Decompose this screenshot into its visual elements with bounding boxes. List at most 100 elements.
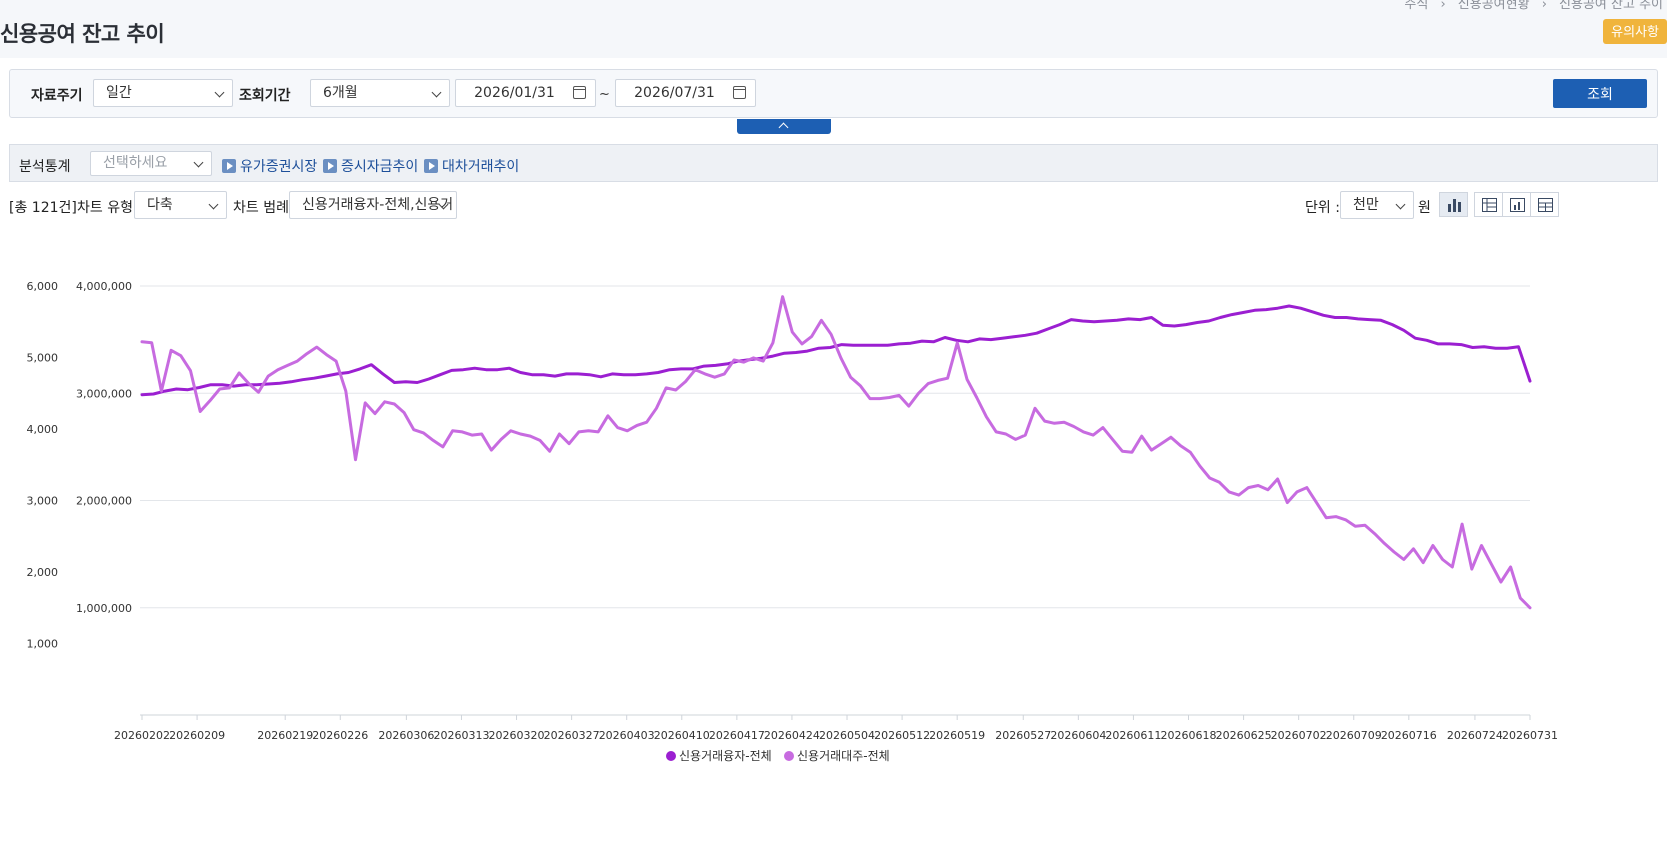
y-left-tick-label: 2,000 [27,566,59,579]
credit-balance-chart: 1,000,000 2,000,000 3,000,000 4,000,000 1,00… [27,280,1559,763]
x-tick-label: 20260410 [654,729,710,742]
collapse-panel-toggle[interactable] [737,119,831,134]
x-tick-label: 20260611 [1105,729,1161,742]
y-right-tick-label: 4,000,000 [76,280,132,293]
legend-marker-2 [784,751,794,761]
y-right-tick-label: 3,000,000 [76,387,132,400]
x-tick-label: 20260512 [874,729,930,742]
search-button[interactable]: 조회 [1553,79,1647,108]
analysis-placeholder: 선택하세요 [103,155,168,171]
legend-label-2: 신용거래대주-전체 [797,749,890,763]
table-view-button[interactable] [1530,192,1559,217]
analysis-bar: 분석통계 선택하세요 유가증권시장 증시자금추이 대차거래추이 [9,144,1658,182]
end-date-input[interactable]: 2026/07/31 [615,79,756,107]
start-date-input[interactable]: 2026/01/31 [455,79,596,107]
chart-legend-value: 신용거래융자-전체,신용거 [302,197,454,213]
page-header: 주식 › 신용공여현황 › 신용공여 잔고 추이 신용공여 잔고 추이 유의사항 [0,0,1667,58]
link-lending-trend[interactable]: 대차거래추이 [424,156,519,176]
notice-button[interactable]: 유의사항 [1603,19,1667,44]
table-chart-icon [1482,198,1497,212]
x-tick-label: 20260417 [709,729,765,742]
chart-legend-label: 차트 범례 [233,200,289,216]
breadcrumb-section[interactable]: 신용공여현황 [1457,0,1530,12]
y-left-tick-label: 3,000 [27,495,59,508]
x-tick-label: 20260403 [599,729,655,742]
x-tick-label: 20260424 [764,729,820,742]
unit-select[interactable]: 천만 [1340,191,1414,219]
total-count: [총 121건] [9,200,77,216]
unit-suffix: 원 [1418,200,1431,216]
date-separator: ~ [599,87,610,102]
end-date-value: 2026/07/31 [634,85,715,101]
legend-marker-1 [666,751,676,761]
range-value: 6개월 [323,85,358,101]
chevron-up-icon [778,122,789,133]
x-tick-label: 20260731 [1502,729,1558,742]
x-tick-label: 20260327 [544,729,600,742]
x-tick-label: 20260519 [929,729,985,742]
unit-value: 천만 [1353,197,1379,213]
page-title: 신용공여 잔고 추이 [0,22,165,46]
play-icon [323,159,337,173]
y-left-tick-label: 6,000 [27,280,59,293]
y-right-tick-label: 1,000,000 [76,602,132,615]
x-tick-label: 20260504 [819,729,875,742]
chart-type-select[interactable]: 다축 [134,191,227,219]
chart-legend-select[interactable]: 신용거래융자-전체,신용거 [289,191,457,219]
y-left-tick-label: 1,000 [27,638,59,651]
x-tick-label: 20260625 [1216,729,1272,742]
search-panel: 자료주기 일간 조회기간 6개월 2026/01/31 ~ 2026/07/31… [9,69,1658,118]
chevron-down-icon [193,157,204,168]
y-right-tick-label: 2,000,000 [76,495,132,508]
chevron-down-icon [214,87,225,98]
calendar-icon[interactable] [733,86,746,99]
x-tick-label: 20260724 [1447,729,1503,742]
chevron-down-icon [431,87,442,98]
period-type-select[interactable]: 일간 [93,79,233,107]
chart-view-button[interactable] [1439,192,1468,217]
breadcrumb: 주식 › 신용공여현황 › 신용공여 잔고 추이 [1396,0,1663,12]
range-select[interactable]: 6개월 [310,79,450,107]
x-tick-label: 20260209 [169,729,225,742]
chart-type-value: 다축 [147,197,173,213]
x-tick-label: 20260716 [1381,729,1437,742]
link-market-funds[interactable]: 증시자금추이 [323,156,418,176]
series-line-2 [140,295,1532,610]
analysis-label: 분석통계 [19,159,71,175]
chart-only-view-button[interactable] [1502,192,1531,217]
x-tick-label: 20260306 [378,729,434,742]
table-chart-view-button[interactable] [1474,192,1503,217]
x-tick-label: 20260702 [1271,729,1327,742]
x-tick-label: 20260202 [114,729,170,742]
chart-type-label: 차트 유형 [77,200,133,216]
period-type-label: 자료주기 [31,88,83,104]
y-left-tick-label: 5,000 [27,352,59,365]
range-label: 조회기간 [239,88,291,104]
x-tick-label: 20260313 [433,729,489,742]
play-icon [222,159,236,173]
calendar-icon[interactable] [573,86,586,99]
x-tick-label: 20260226 [312,729,368,742]
series-line-1 [140,304,1532,397]
unit-label: 단위 : [1305,200,1340,216]
period-type-value: 일간 [106,85,132,101]
start-date-value: 2026/01/31 [474,85,555,101]
bar-chart-icon [1448,199,1461,212]
x-tick-label: 20260527 [995,729,1051,742]
link-securities-market[interactable]: 유가증권시장 [222,156,317,176]
chevron-down-icon [1395,199,1406,210]
chevron-down-icon [208,199,219,210]
analysis-select[interactable]: 선택하세요 [90,151,212,176]
chart-box-icon [1510,198,1525,212]
legend-label-1: 신용거래융자-전체 [679,749,772,763]
breadcrumb-current: 신용공여 잔고 추이 [1559,0,1663,12]
x-tick-label: 20260219 [257,729,313,742]
x-tick-label: 20260709 [1326,729,1382,742]
play-icon [424,159,438,173]
table-icon [1538,198,1553,212]
y-left-tick-label: 4,000 [27,423,59,436]
breadcrumb-home[interactable]: 주식 [1404,0,1429,12]
x-tick-label: 20260618 [1161,729,1217,742]
x-tick-label: 20260604 [1050,729,1106,742]
x-tick-label: 20260320 [489,729,545,742]
